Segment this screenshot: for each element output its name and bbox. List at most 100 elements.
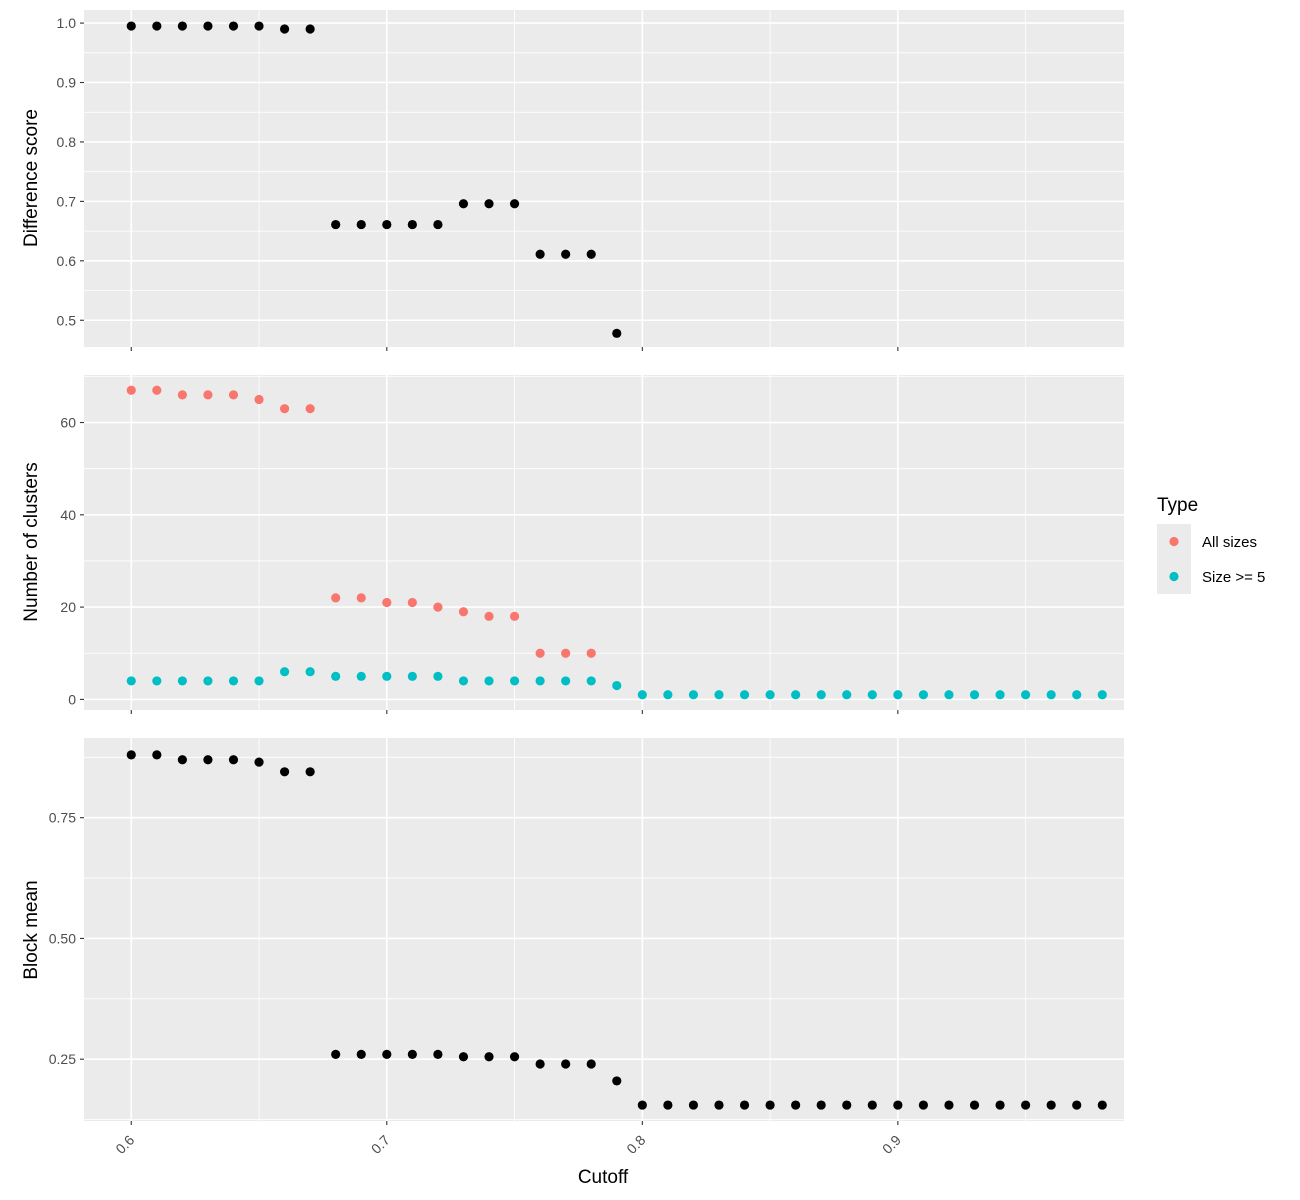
legend-label-all-sizes: All sizes <box>1202 534 1257 551</box>
data-point-size-5 <box>995 690 1005 700</box>
y-tick-label: 60 <box>60 415 76 431</box>
data-point-size-5 <box>842 690 852 700</box>
data-point-series <box>331 1049 341 1059</box>
y-tick-label: 0.75 <box>49 810 76 826</box>
data-point-series <box>637 1100 647 1110</box>
data-point-size-5 <box>177 676 187 686</box>
y-tick-label: 0.6 <box>57 253 77 269</box>
data-point-series <box>995 1100 1005 1110</box>
x-axis-title: Cutoff <box>578 1167 629 1188</box>
data-point-all-sizes <box>356 593 366 603</box>
data-point-series <box>433 1049 443 1059</box>
y-tick-label: 0.8 <box>57 134 77 150</box>
data-point-series <box>765 1100 775 1110</box>
data-point-series <box>688 1100 699 1110</box>
data-point-series <box>535 249 545 259</box>
data-point-series <box>816 1100 826 1110</box>
data-point-series <box>458 1052 469 1062</box>
data-point-size-5 <box>458 676 469 686</box>
data-point-size-5 <box>867 690 877 700</box>
data-point-series <box>356 219 366 230</box>
data-point-size-5 <box>586 676 596 686</box>
data-point-series <box>126 750 136 760</box>
data-point-series <box>561 1059 571 1069</box>
data-point-series <box>612 1076 622 1086</box>
data-point-series <box>177 755 187 765</box>
data-point-series <box>382 1049 392 1059</box>
data-point-size-5 <box>228 676 239 686</box>
panel-background <box>84 10 1124 347</box>
data-point-series <box>228 21 239 31</box>
data-point-series <box>152 750 162 760</box>
data-point-series <box>561 249 571 259</box>
data-point-series <box>152 21 162 31</box>
data-point-series <box>612 328 622 338</box>
data-point-size-5 <box>126 676 136 686</box>
data-point-size-5 <box>382 671 392 681</box>
data-point-size-5 <box>356 671 366 681</box>
legend-dot-all-sizes <box>1169 536 1179 547</box>
y-tick-label: 40 <box>60 507 76 523</box>
data-point-all-sizes <box>279 404 290 414</box>
data-point-series <box>1046 1100 1056 1110</box>
legend-item-all-sizes: All sizes <box>1157 524 1257 559</box>
data-point-size-5 <box>663 690 673 700</box>
panel-number-of-clusters: 0 20 40 60 Number of clusters <box>21 375 1124 714</box>
data-point-series <box>944 1100 954 1110</box>
data-point-size-5 <box>535 676 545 686</box>
data-point-size-5 <box>433 671 443 681</box>
data-point-series <box>254 21 264 31</box>
data-point-series <box>867 1100 877 1110</box>
data-point-size-5 <box>152 676 162 686</box>
data-point-all-sizes <box>484 611 494 621</box>
legend: Type All sizes Size >= 5 <box>1157 495 1265 594</box>
data-point-all-sizes <box>254 394 264 405</box>
legend-title: Type <box>1157 495 1198 516</box>
y-tick-label: 0.25 <box>49 1051 76 1067</box>
data-point-all-sizes <box>228 390 239 400</box>
data-point-size-5 <box>561 676 571 686</box>
data-point-series <box>433 219 443 230</box>
data-point-size-5 <box>944 690 954 700</box>
data-point-all-sizes <box>509 611 520 621</box>
data-point-series <box>535 1059 545 1069</box>
data-point-size-5 <box>893 690 903 700</box>
data-point-all-sizes <box>433 602 443 612</box>
data-point-all-sizes <box>126 385 136 395</box>
data-point-size-5 <box>484 676 494 686</box>
legend-label-size-ge-5: Size >= 5 <box>1202 569 1265 586</box>
data-point-series <box>969 1100 980 1110</box>
panel-background <box>84 375 1124 710</box>
data-point-size-5 <box>305 667 315 677</box>
data-point-series <box>177 21 187 31</box>
data-point-all-sizes <box>407 597 417 608</box>
legend-item-size-ge-5: Size >= 5 <box>1157 559 1265 594</box>
x-tick-label: 0.9 <box>879 1132 904 1157</box>
data-point-series <box>663 1100 673 1110</box>
data-point-size-5 <box>918 690 929 700</box>
y-tick-label: 0.50 <box>49 930 76 946</box>
y-tick-label: 0.5 <box>57 312 77 328</box>
data-point-all-sizes <box>561 648 571 658</box>
data-point-size-5 <box>509 676 520 686</box>
data-point-size-5 <box>407 671 417 681</box>
y-tick-label: 0 <box>68 691 76 707</box>
y-tick-label: 1.0 <box>57 15 77 31</box>
data-point-series <box>893 1100 903 1110</box>
data-point-series <box>1072 1100 1082 1110</box>
data-point-all-sizes <box>382 597 392 608</box>
legend-dot-size-ge-5 <box>1169 571 1179 582</box>
data-point-size-5 <box>739 690 750 700</box>
data-point-all-sizes <box>331 593 341 603</box>
data-point-series <box>842 1100 852 1110</box>
y-tick-label: 0.9 <box>57 75 77 91</box>
data-point-all-sizes <box>152 385 162 395</box>
data-point-size-5 <box>765 690 775 700</box>
data-point-all-sizes <box>177 390 187 400</box>
data-point-series <box>203 755 213 765</box>
panel-background <box>84 738 1124 1121</box>
data-point-all-sizes <box>203 390 213 400</box>
data-point-series <box>739 1100 750 1110</box>
data-point-series <box>791 1100 801 1110</box>
panel-block-mean: 0.25 0.50 0.75 0.6 0.7 0.8 0.9 Block mean <box>21 738 1124 1157</box>
